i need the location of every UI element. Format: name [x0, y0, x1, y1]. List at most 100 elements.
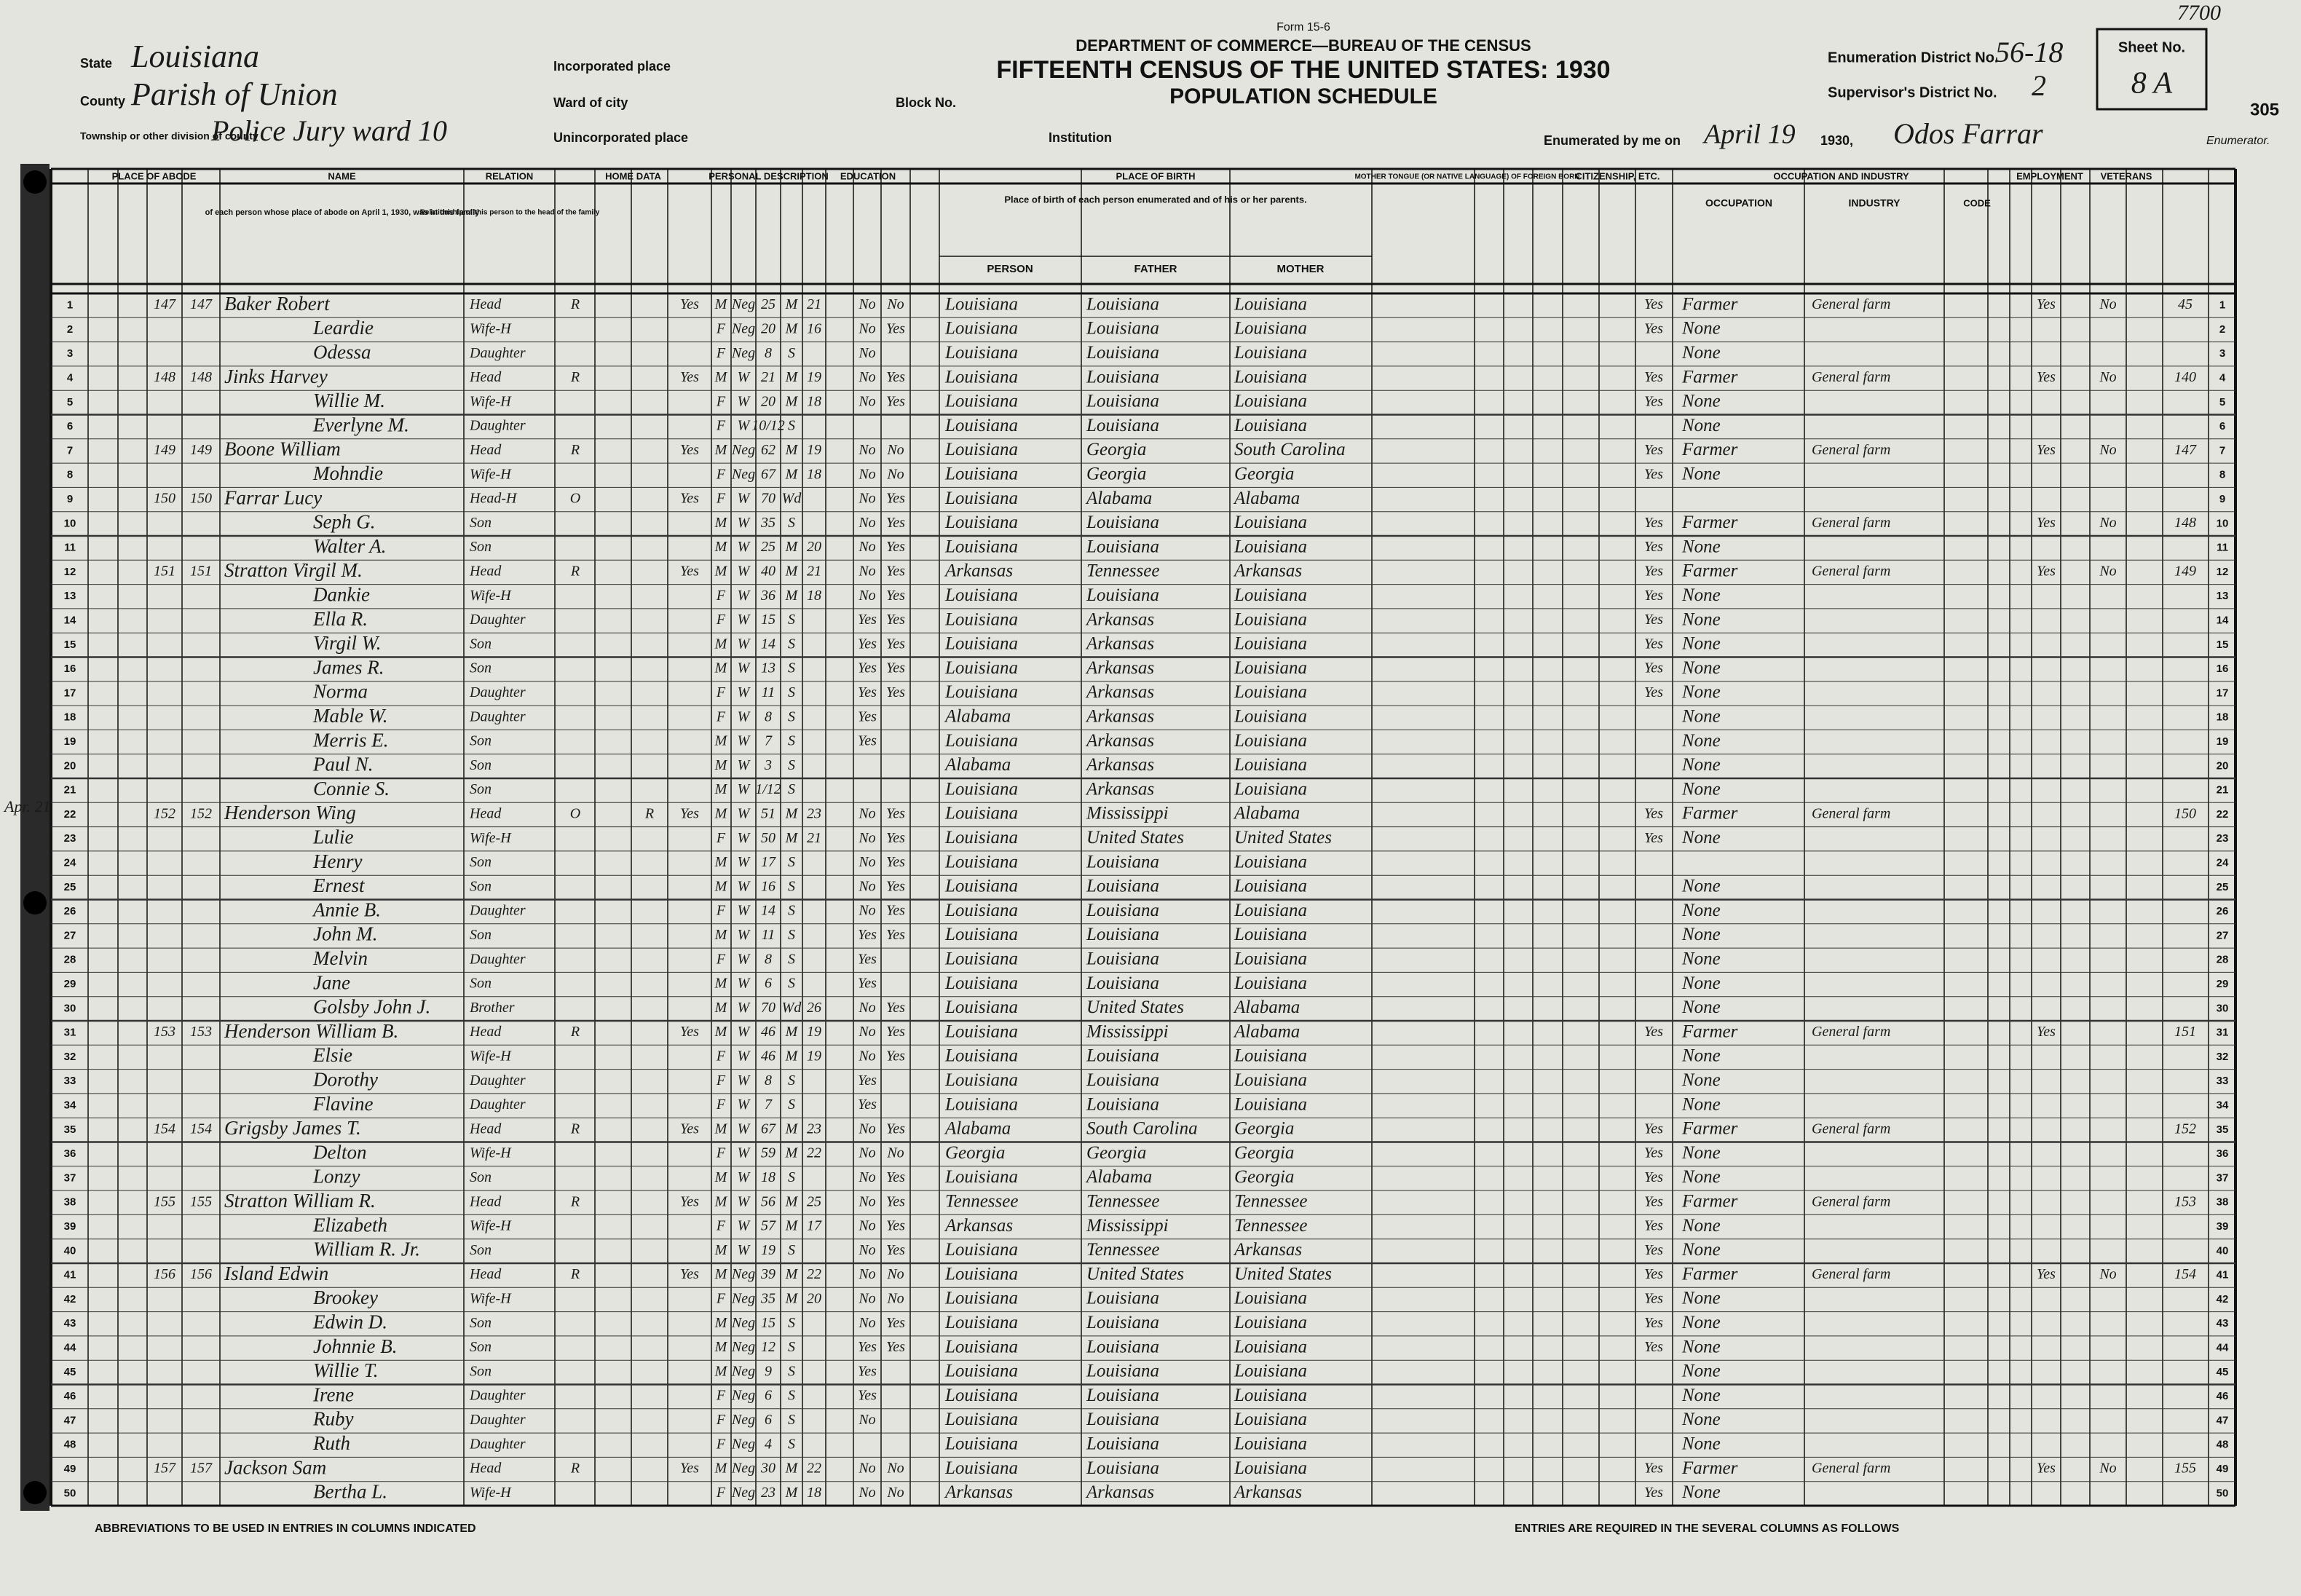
cell-relation: Daughter	[469, 708, 526, 724]
township: Police Jury ward 10	[210, 114, 447, 147]
cell-school: No	[858, 491, 875, 507]
cell-relation: Head	[469, 564, 502, 580]
cell-race: W	[738, 1169, 751, 1185]
cell-farm: Yes	[680, 1461, 699, 1477]
cell-sex: M	[714, 1169, 728, 1185]
cell-age: 46	[761, 1024, 775, 1040]
person-name: Bertha L.	[313, 1481, 387, 1503]
column-group: MOTHER TONGUE (OR NATIVE LANGUAGE) OF FO…	[1354, 173, 1579, 181]
cell-relation: Wife-H	[470, 1048, 512, 1064]
line-number: 43	[2217, 1317, 2229, 1330]
line-number: 38	[2217, 1196, 2229, 1209]
cell-school: No	[858, 466, 875, 482]
cell-occupation: None	[1681, 828, 1721, 848]
cell-mother: Louisiana	[1234, 949, 1307, 968]
line-number: 5	[67, 396, 73, 408]
cell-birth: Georgia	[945, 1143, 1005, 1163]
cell-school: No	[858, 393, 875, 409]
cell-relation: Son	[470, 1242, 492, 1258]
cell-sex: M	[714, 1024, 728, 1040]
cell-birth: Louisiana	[944, 973, 1018, 993]
cell-sex: M	[714, 757, 728, 773]
cell-sex: F	[716, 345, 726, 361]
cell-read: Yes	[886, 636, 905, 652]
cell-marital: S	[788, 660, 795, 676]
line-number: 40	[64, 1244, 76, 1257]
binding-hole	[23, 170, 47, 194]
line-number: 6	[2219, 420, 2225, 432]
cell-birth: Louisiana	[944, 1362, 1018, 1381]
cell-sex: F	[716, 951, 726, 967]
cell-race: W	[738, 1242, 751, 1258]
cell-father: Louisiana	[1086, 343, 1159, 363]
cell-father: Louisiana	[1086, 1337, 1159, 1356]
cell-birth: Louisiana	[944, 1022, 1018, 1041]
cell-age: 70	[761, 491, 775, 507]
line-number: 28	[64, 954, 76, 966]
column-header: INDUSTRY	[1848, 197, 1901, 209]
cell-sex: M	[714, 369, 728, 385]
cell-english: Yes	[1644, 321, 1663, 337]
line-number: 3	[67, 347, 73, 360]
cell-mother: Louisiana	[1234, 416, 1307, 435]
cell-read: No	[886, 1266, 904, 1282]
cell-race: W	[738, 806, 751, 822]
cell-relation: Son	[470, 927, 492, 943]
cell-age: 20	[761, 393, 775, 409]
cell-relation: Daughter	[469, 1436, 526, 1452]
person-name: Henry	[312, 850, 362, 872]
cell-school: No	[858, 1266, 875, 1282]
line-number: 7	[67, 444, 73, 457]
subtitle: POPULATION SCHEDULE	[1169, 84, 1437, 108]
cell-marital: M	[785, 830, 799, 846]
cell-father: Louisiana	[1086, 973, 1159, 993]
cell-age: 30	[760, 1461, 775, 1477]
cell-mother: South Carolina	[1234, 440, 1346, 459]
cell-occupation: None	[1681, 1434, 1721, 1453]
cell-occupation: Farmer	[1681, 1119, 1738, 1139]
cell-relation: Daughter	[469, 951, 526, 967]
cell-sex: F	[716, 491, 726, 507]
cell-age: 14	[761, 903, 775, 919]
cell-birth: Louisiana	[944, 513, 1018, 532]
line-number: 11	[2217, 542, 2228, 554]
cell-school: No	[858, 1242, 875, 1258]
cell-marital: M	[785, 1218, 799, 1234]
cell-home: R	[570, 564, 580, 580]
line-number: 48	[64, 1439, 76, 1451]
label: Block No.	[896, 95, 956, 110]
page-number: 305	[2250, 100, 2279, 119]
cell-father: Louisiana	[1086, 1386, 1159, 1405]
cell-father: United States	[1086, 828, 1184, 848]
cell-occupation: None	[1681, 464, 1721, 483]
cell-school: No	[858, 539, 875, 555]
cell-english: Yes	[1644, 1242, 1663, 1258]
cell-birth: Louisiana	[944, 537, 1018, 556]
cell-relation: Son	[470, 660, 492, 676]
cell-birth: Arkansas	[944, 1216, 1013, 1236]
cell-age: 8	[765, 345, 772, 361]
cell-sex: F	[716, 708, 726, 724]
cell-occupation: None	[1681, 1362, 1721, 1381]
form-number: Form 15-6	[1276, 21, 1330, 33]
cell-worker: Yes	[2037, 564, 2056, 580]
person-name: Baker Robert	[224, 293, 331, 315]
cell-farm-schedule: 148	[2174, 515, 2196, 531]
cell-relation: Son	[470, 1339, 492, 1355]
cell-age-married: 23	[807, 1121, 821, 1137]
cell-english: Yes	[1644, 806, 1663, 822]
column-header: PERSON	[987, 263, 1033, 275]
cell-industry: General farm	[1812, 515, 1890, 531]
cell-age-married: 20	[807, 1291, 821, 1307]
cell-birth: Louisiana	[944, 901, 1018, 920]
line-number: 34	[2217, 1099, 2229, 1112]
cell-age: 15	[761, 1315, 775, 1331]
cell-marital: M	[785, 1193, 799, 1209]
cell-birth: Louisiana	[944, 1240, 1018, 1260]
cell-relation: Wife-H	[470, 321, 512, 337]
cell-school: No	[858, 806, 875, 822]
line-number: 41	[2217, 1269, 2229, 1281]
cell-read: Yes	[886, 1339, 905, 1355]
cell-marital: M	[785, 539, 799, 555]
cell-worker: Yes	[2037, 296, 2056, 312]
